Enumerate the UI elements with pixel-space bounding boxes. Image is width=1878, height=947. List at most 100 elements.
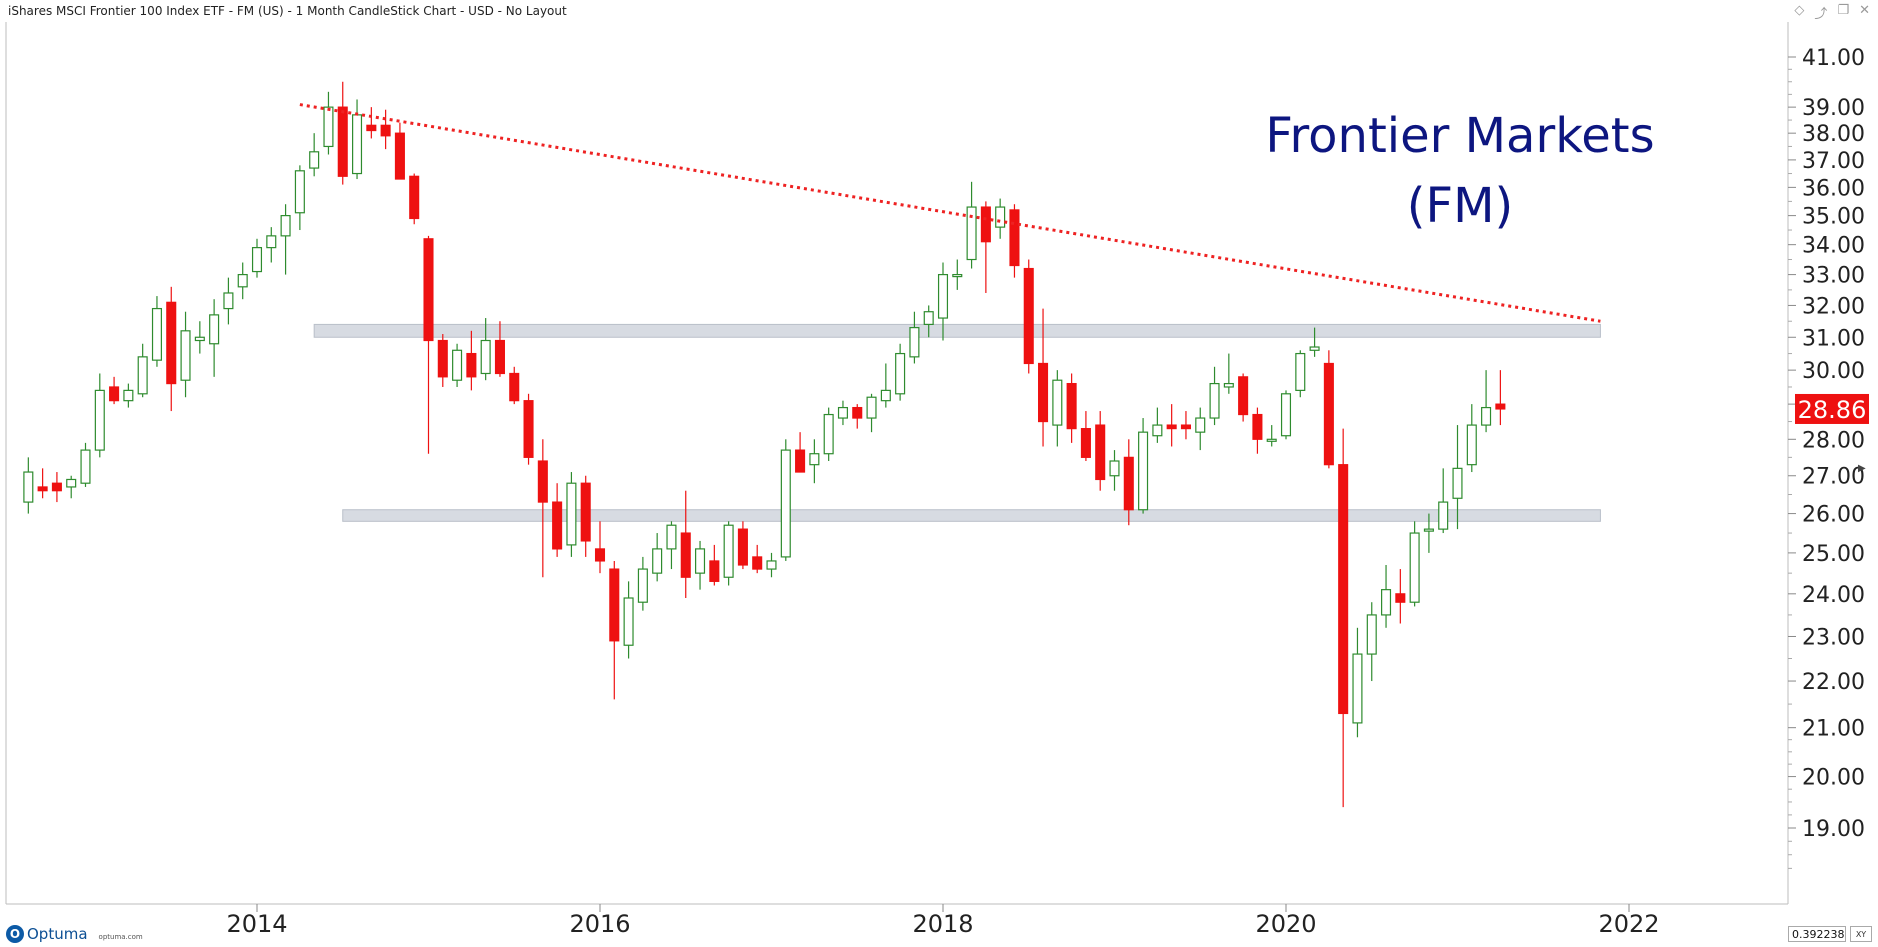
candle-down xyxy=(409,173,420,225)
candle-up xyxy=(952,259,963,290)
y-tick-label: 21.00 xyxy=(1802,717,1865,742)
candle-body xyxy=(294,170,305,214)
candle-up xyxy=(223,277,234,325)
coordinate-readout[interactable]: 0.3922385 xyxy=(1788,926,1846,942)
candle-up xyxy=(180,311,191,398)
y-tick-label: 37.00 xyxy=(1802,149,1865,174)
candle-body xyxy=(980,206,991,243)
candle-body xyxy=(752,556,763,570)
candle-down xyxy=(1395,569,1406,624)
candle-body xyxy=(1152,424,1163,437)
candle-up xyxy=(1409,521,1420,607)
candle-up xyxy=(809,439,820,484)
candle-body xyxy=(1238,376,1249,416)
x-tick-label: 2018 xyxy=(912,910,973,938)
candle-body xyxy=(880,389,891,402)
candle-down xyxy=(594,521,606,574)
candle-body xyxy=(1481,406,1492,426)
candle-up xyxy=(1209,366,1220,426)
candle-body xyxy=(266,235,277,249)
candle-up xyxy=(309,133,320,177)
candle-up xyxy=(566,472,577,557)
candle-up xyxy=(823,407,834,462)
y-tick-label: 36.00 xyxy=(1802,176,1865,201)
candle-body xyxy=(1038,362,1049,423)
candle-down xyxy=(752,544,763,574)
close-icon[interactable]: ✕ xyxy=(1859,3,1870,18)
candle-body xyxy=(380,124,391,137)
candle-up xyxy=(1452,425,1463,530)
candle-up xyxy=(1295,350,1306,398)
candle-body xyxy=(766,560,777,570)
candle-down xyxy=(394,122,405,180)
candle-down xyxy=(509,366,520,405)
candle-body xyxy=(523,400,534,458)
candle-body xyxy=(1452,467,1463,499)
candle-up xyxy=(1466,404,1477,473)
candle-body xyxy=(237,273,248,288)
candle-up xyxy=(866,393,877,433)
candles xyxy=(23,81,1506,808)
candle-body xyxy=(1352,653,1363,724)
candle-body xyxy=(209,314,220,345)
candle-body xyxy=(1495,403,1506,410)
candle-down xyxy=(466,330,477,391)
candle-down xyxy=(1180,411,1191,440)
candle-up xyxy=(480,318,491,381)
candle-body xyxy=(666,524,677,550)
restore-icon[interactable]: ❐ xyxy=(1837,3,1850,18)
candle-body xyxy=(623,597,634,646)
scroll-right-arrow-icon[interactable]: ▶ xyxy=(1858,463,1866,474)
candle-body xyxy=(1080,428,1091,458)
horizontal-bands xyxy=(313,323,1601,522)
candle-body xyxy=(366,124,377,132)
candle-down xyxy=(852,404,863,429)
candle-down xyxy=(1066,373,1077,443)
candle-body xyxy=(1095,424,1106,481)
candle-body xyxy=(51,482,62,492)
trendline-group xyxy=(299,103,1601,323)
candle-body xyxy=(1066,382,1077,430)
candle-body xyxy=(594,548,606,562)
candle-body xyxy=(866,396,877,419)
candle-up xyxy=(1266,425,1277,447)
pin-icon[interactable]: ⤴ xyxy=(1814,7,1828,22)
candle-body xyxy=(352,114,363,175)
window-controls: ◇ ⤴ ❐ ✕ xyxy=(1794,3,1870,22)
candle-down xyxy=(366,107,377,139)
candle-body xyxy=(1223,382,1234,388)
candle-body xyxy=(937,273,949,319)
candle-body xyxy=(780,449,791,558)
candle-up xyxy=(194,321,205,354)
candle-body xyxy=(1180,424,1191,430)
candle-down xyxy=(1038,308,1049,447)
y-tick-label: 41.00 xyxy=(1802,46,1865,71)
candle-up xyxy=(995,198,1006,239)
candle-body xyxy=(1466,424,1477,466)
candle-body xyxy=(94,389,105,451)
candle-up xyxy=(966,181,977,269)
candle-body xyxy=(952,273,963,278)
candle-up xyxy=(1423,513,1434,553)
candle-up xyxy=(623,581,634,659)
xy-toggle-button[interactable]: XY xyxy=(1850,926,1872,942)
candle-body xyxy=(1209,382,1220,419)
candle-body xyxy=(1009,209,1020,267)
candle-body xyxy=(1266,438,1277,442)
candle-up xyxy=(251,238,263,278)
x-tick-label: 2014 xyxy=(226,910,287,938)
candle-up xyxy=(766,552,777,578)
y-tick-label: 33.00 xyxy=(1802,264,1865,289)
diamond-icon[interactable]: ◇ xyxy=(1794,3,1805,18)
y-tick-label: 27.00 xyxy=(1802,465,1865,490)
candle-up xyxy=(80,442,91,487)
candle-body xyxy=(1438,501,1449,530)
candle-body xyxy=(1123,456,1134,511)
candle-body xyxy=(1366,614,1377,655)
candle-body xyxy=(37,486,48,492)
candle-body xyxy=(1109,460,1120,477)
candle-down xyxy=(580,475,591,557)
y-tick-label: 26.00 xyxy=(1802,503,1865,528)
candle-up xyxy=(1309,327,1320,357)
